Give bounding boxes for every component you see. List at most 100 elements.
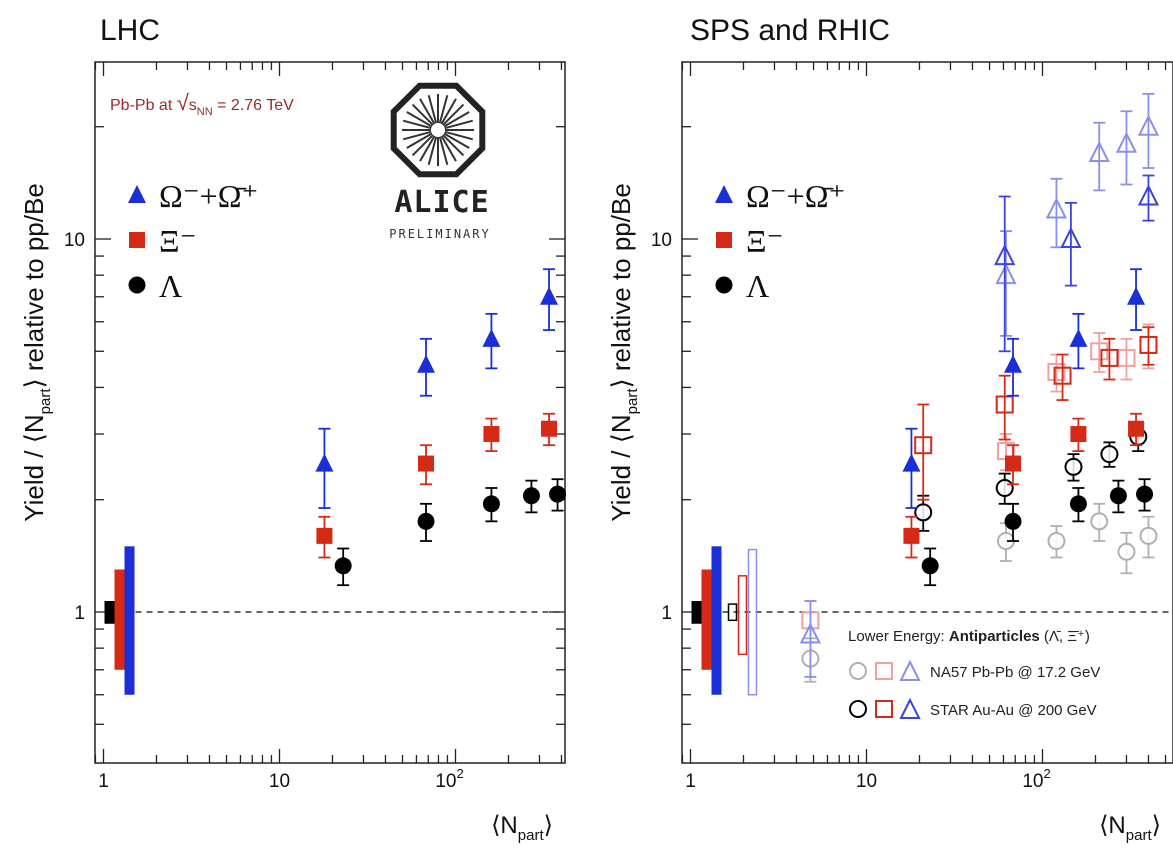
legend-marker [875,662,893,680]
data-point [417,354,436,373]
x-tick-label-base: 10 [1022,771,1043,792]
alice-logo-ray [443,132,470,149]
normalization-box [124,546,135,695]
lower-energy-header: Lower Energy: Antiparticles (Λ̄, Ξ̄⁺) [848,628,1090,645]
x-tick-label: 10 [856,771,877,792]
data-point [1117,348,1136,367]
series-0 [315,268,559,509]
x-tick-label: 10 [269,771,290,792]
x-axis-label-part: ⟨N [1099,812,1126,839]
data-point [994,243,1016,266]
legend-marker [128,276,146,294]
legend-label: Λ [746,268,769,304]
data-point [1136,485,1154,503]
alice-logo-ray [442,103,465,126]
data-point [1139,335,1158,354]
legend-label: Λ [159,268,182,304]
alice-logo-ray [427,94,438,124]
alice-logo-ray [438,136,449,166]
plot-frame [94,61,566,764]
legend-label: Ω⁻+Ω̄⁺ [746,178,845,214]
data-point [482,495,500,513]
x-axis-label-part: ⟨N [491,812,518,839]
alice-logo-ray [427,136,438,166]
lower-energy-header-part: (Λ̄, Ξ̄⁺) [1040,628,1090,645]
panel-title: LHC [100,14,160,47]
data-point [1128,420,1145,437]
x-tick-label: 1 [98,771,109,792]
series-0 [902,268,1146,509]
alice-logo-ray [440,98,457,125]
alice-logo-ray [440,135,457,162]
lower-energy-header-part: Lower Energy: [848,628,949,645]
data-point [921,557,939,575]
alice-logo-ray [419,135,436,162]
data-point [334,557,352,575]
alice-logo-name: ALICE [394,185,489,220]
series-8 [994,174,1160,353]
alice-logo-ray [406,111,433,128]
alice-logo-ray [438,94,449,124]
y-tick-label: 1 [74,603,85,624]
series-2 [921,478,1154,587]
lower-energy-header-bold: Antiparticles [949,628,1040,645]
y-axis-label-part: ⟩ relative to pp/Be [19,183,49,388]
data-point [1137,114,1160,136]
legend-label: Ω⁻+Ω̄⁺ [159,178,258,214]
data-point [549,485,567,503]
data-point [1047,532,1066,551]
x-axis-label-part: ⟩ [1152,812,1161,839]
data-point [1047,362,1066,381]
legend-marker [715,185,733,203]
x-axis-label-part: ⟩ [544,812,553,839]
legend-marker [715,276,733,294]
series-1 [316,412,558,559]
normalization-box [114,569,125,670]
normalization-box [691,601,702,624]
series-2 [334,478,567,587]
data-point [1100,348,1119,367]
legend-marker [849,662,867,680]
legend-marker [849,700,867,718]
x-tick-label: 102 [435,766,463,792]
legend-marker [716,232,732,248]
data-point [799,622,822,644]
lower-energy-normalization-box [727,603,738,622]
data-point [1045,197,1068,219]
normalization-box [104,601,115,624]
series-3 [801,502,1158,683]
data-point [1109,487,1127,505]
energy-label-root: √ [177,90,190,115]
x-axis-label: ⟨Npart⟩ [1099,812,1161,844]
plot-frame [681,61,1173,764]
data-point [540,286,559,305]
alice-logo-sub: PRELIMINARY [389,227,490,241]
energy-label-part: s [189,97,197,114]
data-point [1069,495,1087,513]
data-point [417,512,435,530]
data-point [914,503,933,522]
y-axis-label-part: Yield / ⟨N [606,414,636,521]
data-point [315,453,334,472]
x-tick-label-base: 1 [685,771,696,792]
data-point [1064,457,1083,476]
legend-marker [875,700,893,718]
data-point [1053,366,1072,385]
data-point [482,328,501,347]
x-tick-label: 102 [1022,766,1050,792]
data-point [316,527,333,544]
legend-marker [899,659,921,681]
data-point [1115,131,1138,153]
data-point [914,436,933,455]
lower-energy-normalization-box [747,548,758,696]
lower-energy-legend-row: NA57 Pb-Pb @ 17.2 GeV [930,664,1100,681]
data-point [1127,286,1146,305]
series-4 [801,323,1158,644]
energy-label: Pb-Pb at √sNN = 2.76 TeV [110,90,294,118]
alice-logo-ray [406,132,433,149]
alice-logo-ray [402,119,432,130]
legend-label: Ξ⁻ [159,223,196,259]
